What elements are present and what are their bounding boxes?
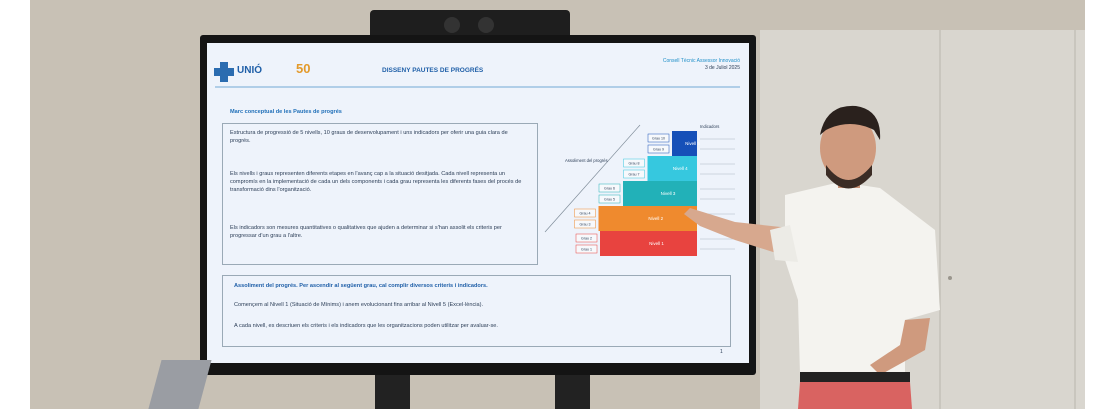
- photo: UNIÓ 50 DISSENY PAUTES DE PROGRÉS Consel…: [0, 0, 1107, 409]
- trousers: [798, 382, 912, 409]
- belt: [800, 372, 910, 382]
- presenter: [0, 0, 1107, 409]
